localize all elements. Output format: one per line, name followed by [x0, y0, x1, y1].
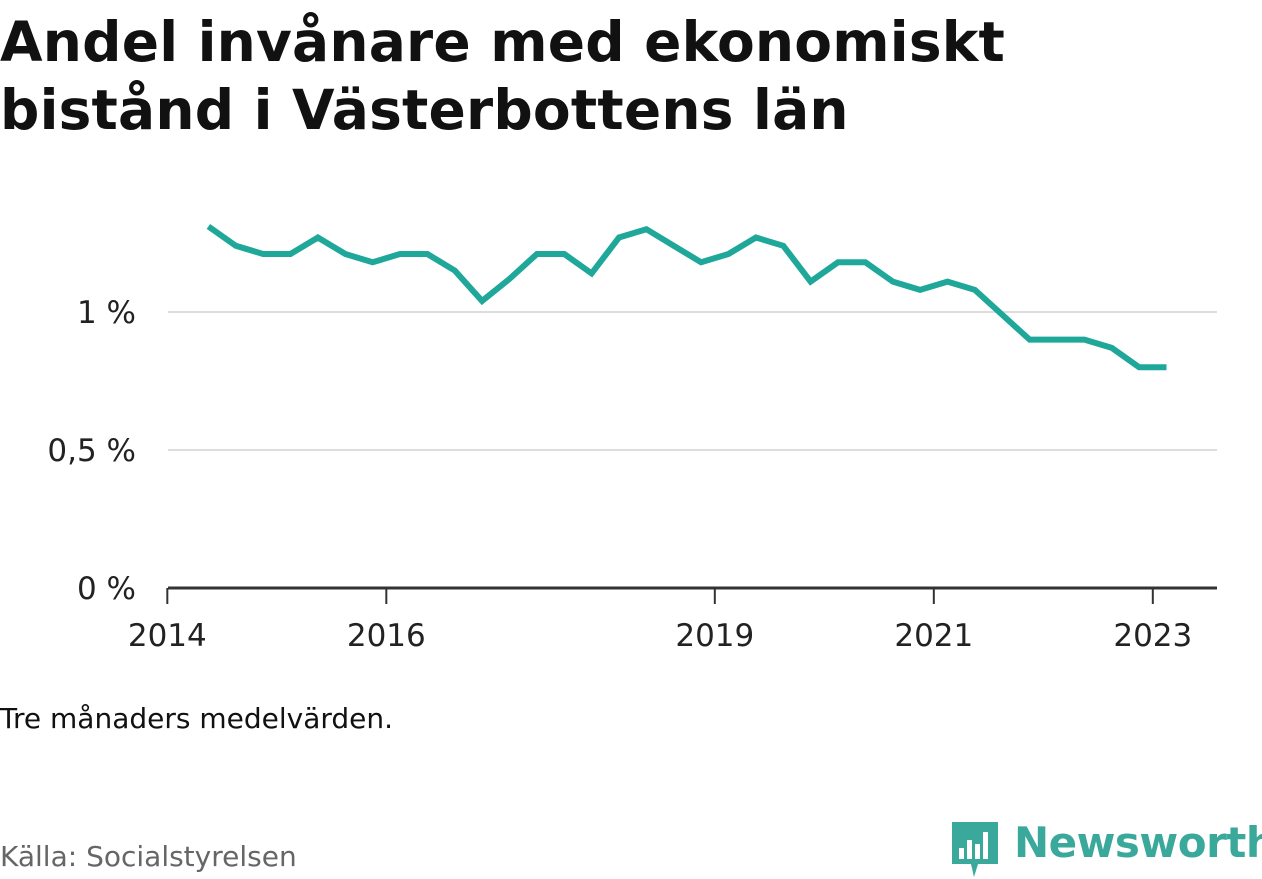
data-point — [452, 268, 458, 274]
data-point — [726, 251, 732, 257]
data-point — [945, 279, 951, 285]
brand-logo: Newsworthy — [950, 818, 1262, 878]
data-point — [479, 298, 485, 304]
y-tick-label: 1 % — [77, 295, 136, 331]
newsworthy-logo-icon — [950, 818, 1000, 878]
data-point — [534, 251, 540, 257]
data-point — [260, 251, 266, 257]
data-point — [561, 251, 567, 257]
data-point — [424, 251, 430, 257]
data-point — [643, 226, 649, 232]
x-tick-label: 2016 — [347, 618, 426, 654]
data-point — [890, 279, 896, 285]
data-point — [1136, 364, 1142, 370]
y-tick-label: 0 % — [77, 571, 136, 607]
chart-note: Tre månaders medelvärden. — [0, 702, 393, 735]
data-point — [397, 251, 403, 257]
data-point — [1164, 364, 1170, 370]
data-point — [753, 234, 759, 240]
data-point — [342, 251, 348, 257]
data-point — [315, 234, 321, 240]
data-point — [205, 223, 211, 229]
gridlines — [168, 312, 1217, 450]
data-point — [835, 259, 841, 265]
data-point — [917, 287, 923, 293]
data-point — [999, 312, 1005, 318]
data-point — [1027, 337, 1033, 343]
x-tick-label: 2014 — [128, 618, 207, 654]
data-point — [507, 276, 513, 282]
data-point — [671, 243, 677, 249]
data-point — [972, 287, 978, 293]
data-point — [370, 259, 376, 265]
x-tick-label: 2019 — [675, 618, 754, 654]
y-tick-label: 0,5 % — [47, 433, 136, 469]
line-chart: 0 % 0,5 % 1 % 2014 2016 2019 2021 2023 — [0, 0, 1262, 879]
series-layer — [205, 223, 1169, 370]
data-point — [616, 234, 622, 240]
data-point — [808, 279, 814, 285]
data-point — [780, 243, 786, 249]
data-point — [862, 259, 868, 265]
data-point — [288, 251, 294, 257]
x-tick-label: 2021 — [894, 618, 973, 654]
x-axis — [167, 588, 1217, 604]
series-line — [208, 226, 1166, 367]
data-point — [589, 270, 595, 276]
y-axis-labels: 0 % 0,5 % 1 % — [47, 295, 136, 607]
data-point — [1054, 337, 1060, 343]
data-point — [233, 243, 239, 249]
data-point — [1081, 337, 1087, 343]
source-credit: Källa: Socialstyrelsen — [0, 840, 297, 873]
x-axis-labels: 2014 2016 2019 2021 2023 — [128, 618, 1192, 654]
x-tick-label: 2023 — [1113, 618, 1192, 654]
data-point — [1109, 345, 1115, 351]
data-point — [698, 259, 704, 265]
brand-name: Newsworthy — [1014, 818, 1262, 868]
